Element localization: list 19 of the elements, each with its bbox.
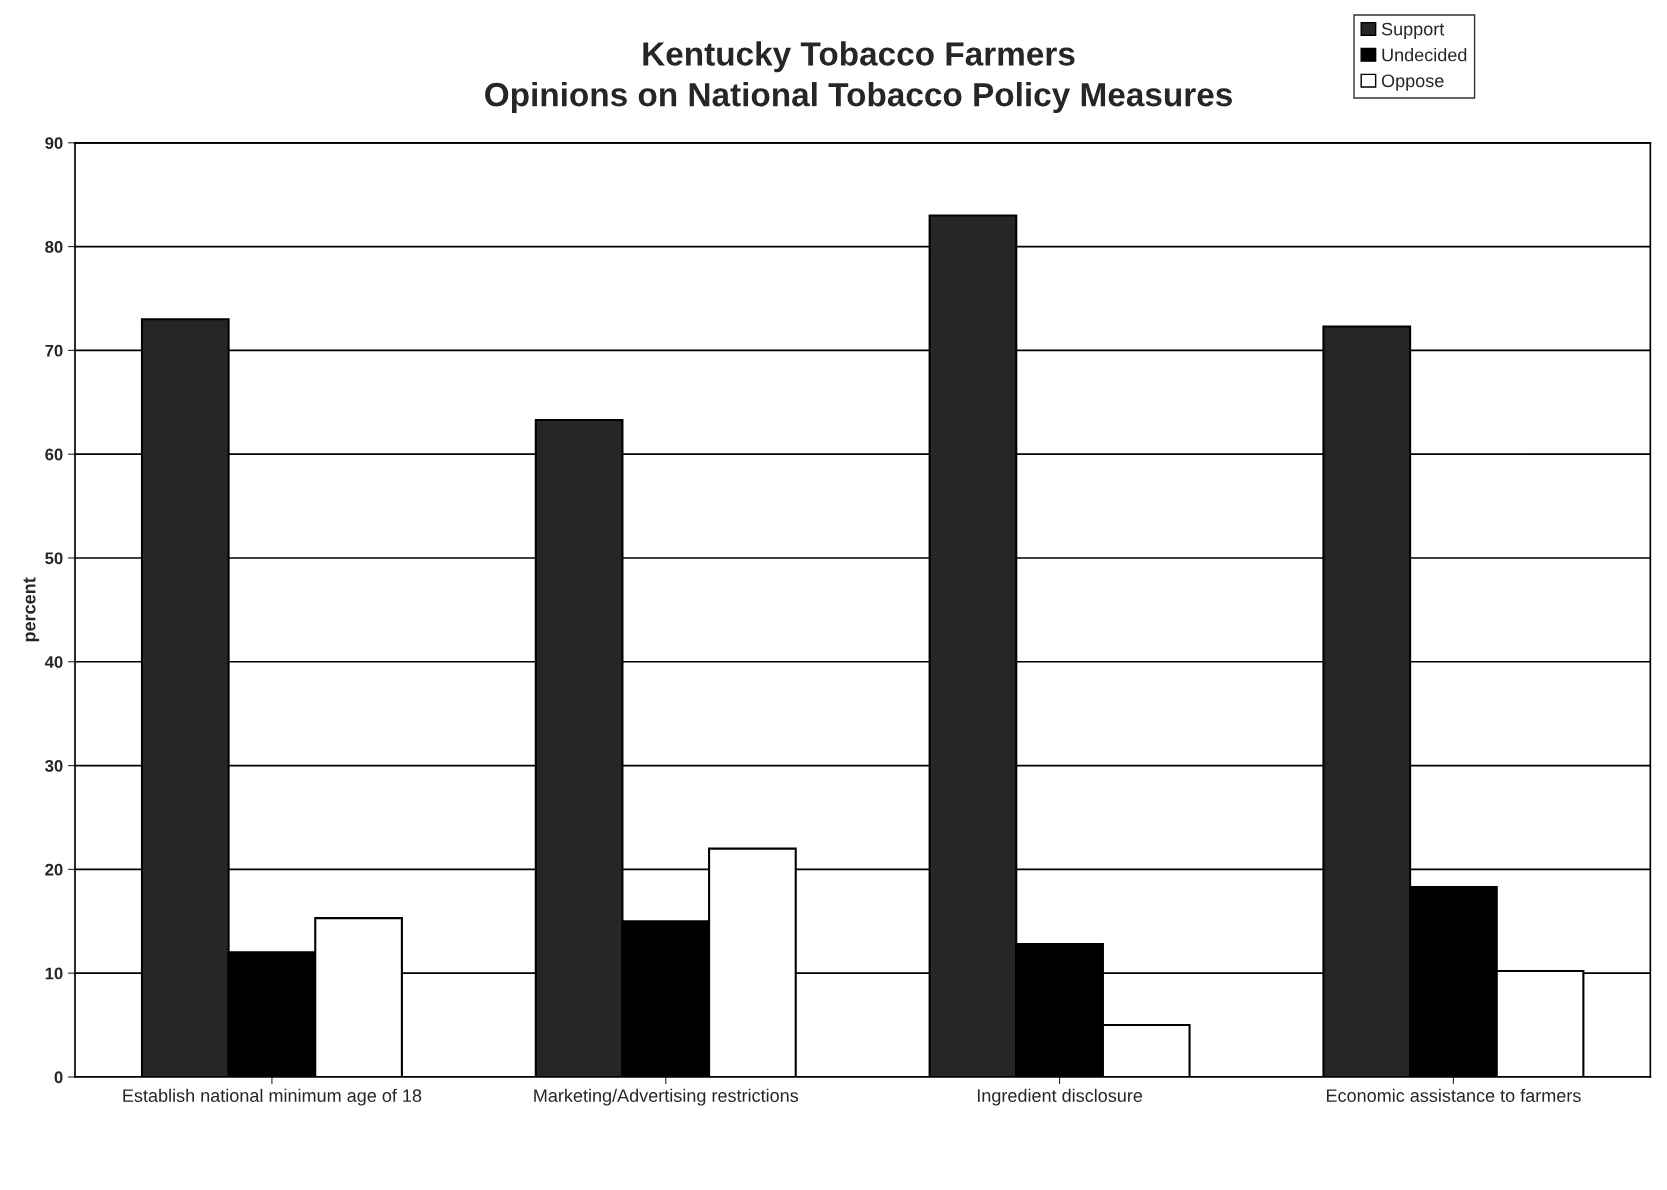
legend-label: Support [1381, 22, 1445, 40]
x-tick-label: Economic assistance to farmers [1326, 1088, 1581, 1103]
legend-label: Oppose [1381, 74, 1444, 91]
y-axis-title: percent [23, 577, 40, 642]
y-tick-label: 20 [45, 863, 63, 876]
x-tick-label: Establish national minimum age of 18 [123, 1088, 422, 1106]
x-tick-label: Marketing/Advertising restrictions [534, 1088, 799, 1106]
y-tick-label: 90 [45, 137, 63, 149]
y-tick-label: 80 [45, 241, 63, 253]
chart-title: Kentucky Tobacco Farmers Opinions on National Tobacco Policy Measures [485, 41, 1232, 114]
y-tick-label: 60 [45, 448, 63, 461]
y-tick-label: 40 [44, 656, 63, 668]
y-tick-label: 70 [45, 344, 63, 357]
y-tick-label: 0 [54, 1071, 63, 1084]
legend-label: Undecided [1382, 48, 1467, 62]
y-tick-label: 10 [45, 967, 63, 980]
y-tick-label: 30 [45, 759, 63, 772]
y-tick-label: 50 [45, 552, 63, 565]
x-tick-label: Ingredient disclosure [977, 1088, 1143, 1106]
